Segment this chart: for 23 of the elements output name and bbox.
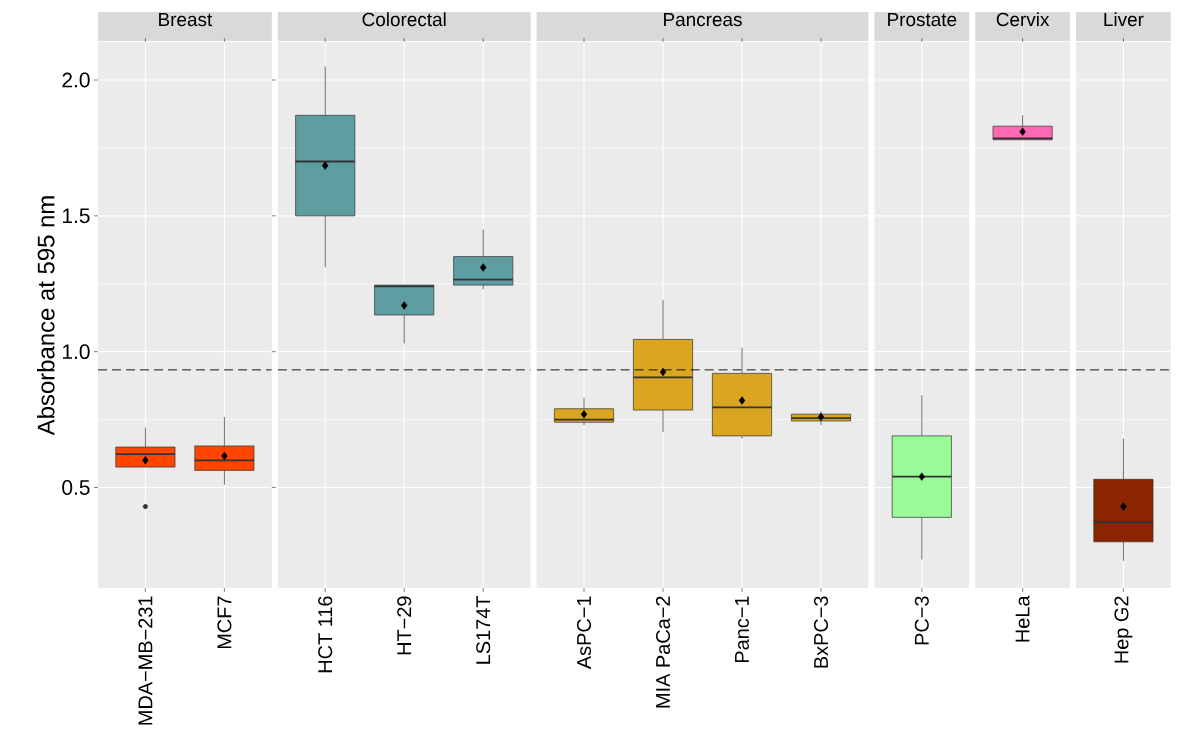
x-tick-label: HCT 116 (318, 596, 333, 673)
x-tick-label: HeLa (1015, 595, 1030, 642)
chart-title: Breast (159, 13, 213, 27)
y-tick-label: 1.0 (62, 344, 90, 360)
x-tick-label: HT−29 (397, 596, 412, 655)
x-tick-label: Panc−1 (735, 596, 749, 663)
y-axis-title: Absorbance at 595 nm (36, 196, 55, 436)
chart-title: Pancreas (664, 13, 742, 27)
x-tick-label: MDA−MB−231 (138, 596, 153, 725)
x-tick-label: BxPC−3 (813, 596, 829, 668)
y-tick-label: 0.5 (62, 480, 90, 495)
chart-title: Liver (1104, 12, 1144, 27)
chart-title: Cervix (996, 12, 1050, 27)
chart-title: Colorectal (362, 12, 446, 27)
x-tick-label: MIA PaCa−2 (655, 596, 671, 708)
chart-title: Prostate (888, 13, 957, 27)
x-tick-label: MCF7 (217, 596, 232, 649)
x-tick-label: Hep G2 (1114, 596, 1133, 663)
x-tick-label: AsPC−1 (576, 596, 592, 670)
y-tick-label: 2.0 (62, 72, 90, 88)
x-tick-label: LS174T (476, 595, 491, 664)
x-tick-label: PC−3 (914, 596, 929, 645)
y-tick-label: 1.5 (62, 208, 90, 224)
